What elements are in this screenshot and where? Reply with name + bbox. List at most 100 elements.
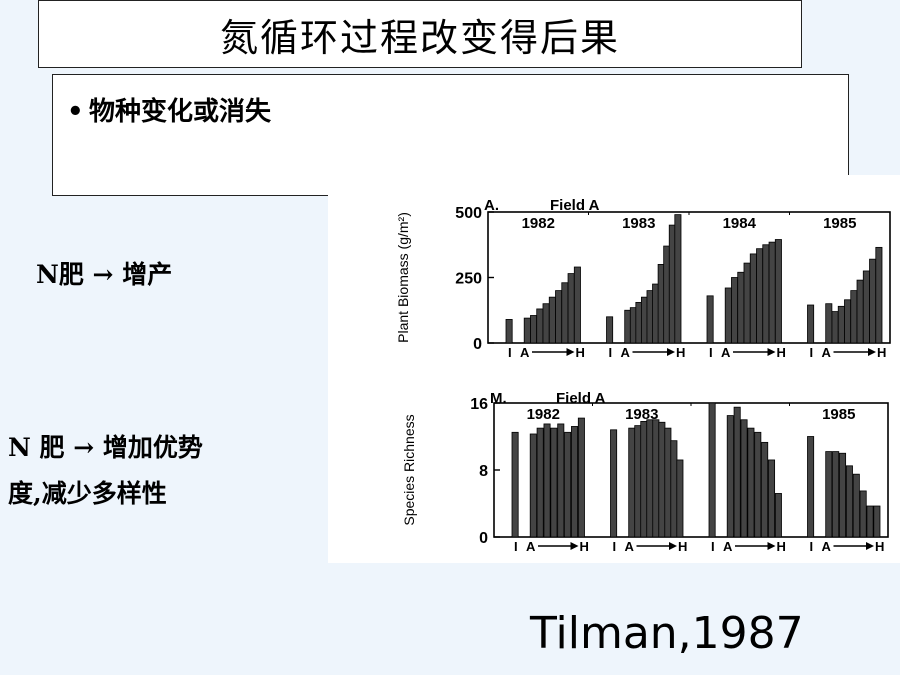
bar xyxy=(749,253,757,344)
bar xyxy=(754,431,762,538)
bar xyxy=(571,426,579,538)
x-arrow-head xyxy=(566,348,575,356)
x-arrow-head xyxy=(866,542,874,550)
bar xyxy=(550,427,558,538)
y-tick-label: 0 xyxy=(473,336,482,353)
y-tick-label: 8 xyxy=(479,463,488,480)
y-tick-label: 16 xyxy=(470,396,488,413)
x-tick-label: A xyxy=(625,539,635,554)
x-tick-label: I xyxy=(514,539,518,554)
x-tick-label: I xyxy=(508,345,512,360)
group-year-label: 1984 xyxy=(723,215,757,232)
bar xyxy=(737,271,745,344)
bar xyxy=(646,419,654,538)
bar xyxy=(807,304,815,344)
side-note-diversity: 度,减少多样性 xyxy=(8,479,167,508)
bar xyxy=(807,436,815,538)
bar xyxy=(831,311,839,344)
bar xyxy=(859,490,867,538)
side-note-yield: N肥 → 增产 xyxy=(36,260,173,289)
bar xyxy=(658,421,666,538)
bar xyxy=(774,493,782,538)
bar xyxy=(852,473,860,538)
bar xyxy=(756,248,764,344)
x-tick-label: H xyxy=(678,539,687,554)
x-arrow-head xyxy=(667,348,675,356)
x-tick-label: A xyxy=(621,345,631,360)
bar xyxy=(610,429,618,538)
x-tick-label: I xyxy=(613,539,617,554)
bar xyxy=(543,423,551,538)
group-year-label: 1982 xyxy=(522,215,555,232)
y-axis-label: Plant Biomass (g/m²) xyxy=(395,212,411,343)
bar xyxy=(726,415,734,538)
bar xyxy=(845,465,853,538)
bar xyxy=(856,279,864,344)
group-year-label: 1983 xyxy=(622,215,655,232)
citation: Tilman,1987 xyxy=(530,608,804,659)
bar xyxy=(743,262,751,344)
bar xyxy=(837,305,845,344)
x-tick-label: A xyxy=(822,539,832,554)
bar xyxy=(670,440,678,538)
y-tick-label: 250 xyxy=(455,271,482,288)
x-tick-label: H xyxy=(676,345,685,360)
x-tick-label: I xyxy=(810,345,814,360)
bar xyxy=(652,419,660,538)
bar xyxy=(706,295,714,344)
bullet-symbol: • xyxy=(67,97,84,127)
bar xyxy=(573,266,581,344)
bar xyxy=(825,303,833,344)
bar xyxy=(536,308,544,344)
x-arrow-head xyxy=(669,542,677,550)
bar xyxy=(555,290,563,344)
bar xyxy=(862,270,870,344)
x-tick-label: A xyxy=(723,539,733,554)
panel-title: Field A xyxy=(556,390,606,407)
figure-panel: A. Field A 0 250 500 Plant Biomass (g/m²) 1982… xyxy=(328,175,900,563)
bar xyxy=(747,427,755,538)
bar xyxy=(761,441,769,538)
bar xyxy=(768,241,776,344)
panel-title: Field A xyxy=(550,197,600,214)
x-tick-label: H xyxy=(777,539,786,554)
bar xyxy=(567,273,575,344)
bar xyxy=(564,431,572,538)
bar xyxy=(740,419,748,538)
x-tick-label: H xyxy=(576,345,585,360)
x-tick-label: A xyxy=(822,345,832,360)
bar xyxy=(825,451,833,538)
y-tick-label: 0 xyxy=(479,530,488,547)
bar xyxy=(724,287,732,344)
bar xyxy=(832,451,840,538)
bar xyxy=(628,427,636,538)
side-note-dominance: N 肥 → 增加优势 xyxy=(8,433,203,462)
group-year-label: 1982 xyxy=(527,406,560,423)
bullet-text: 物种变化或消失 xyxy=(89,97,272,127)
x-tick-label: I xyxy=(609,345,613,360)
slide-title: 氮循环过程改变得后果 xyxy=(219,15,620,60)
x-tick-label: H xyxy=(777,345,786,360)
x-arrow-head xyxy=(767,348,776,356)
bar xyxy=(873,505,881,538)
bar xyxy=(731,277,739,344)
bar xyxy=(844,299,852,344)
title-box: 氮循环过程改变得后果 xyxy=(38,0,802,68)
bar xyxy=(536,427,544,538)
x-tick-label: I xyxy=(810,539,814,554)
bar xyxy=(505,319,513,344)
bar xyxy=(676,459,684,538)
x-arrow-head xyxy=(570,542,579,550)
x-tick-label: H xyxy=(877,345,886,360)
bar xyxy=(634,425,642,538)
bar xyxy=(511,431,519,538)
y-axis-label: Species Richness xyxy=(401,414,417,525)
figure-svg: A. Field A 0 250 500 Plant Biomass (g/m²) 1982… xyxy=(395,197,891,554)
x-tick-label: I xyxy=(709,345,713,360)
bar xyxy=(774,239,782,344)
bar xyxy=(733,406,741,538)
bar xyxy=(664,427,672,538)
x-tick-label: A xyxy=(526,539,536,554)
group-year-label: 1985 xyxy=(823,215,856,232)
bar xyxy=(768,459,776,538)
